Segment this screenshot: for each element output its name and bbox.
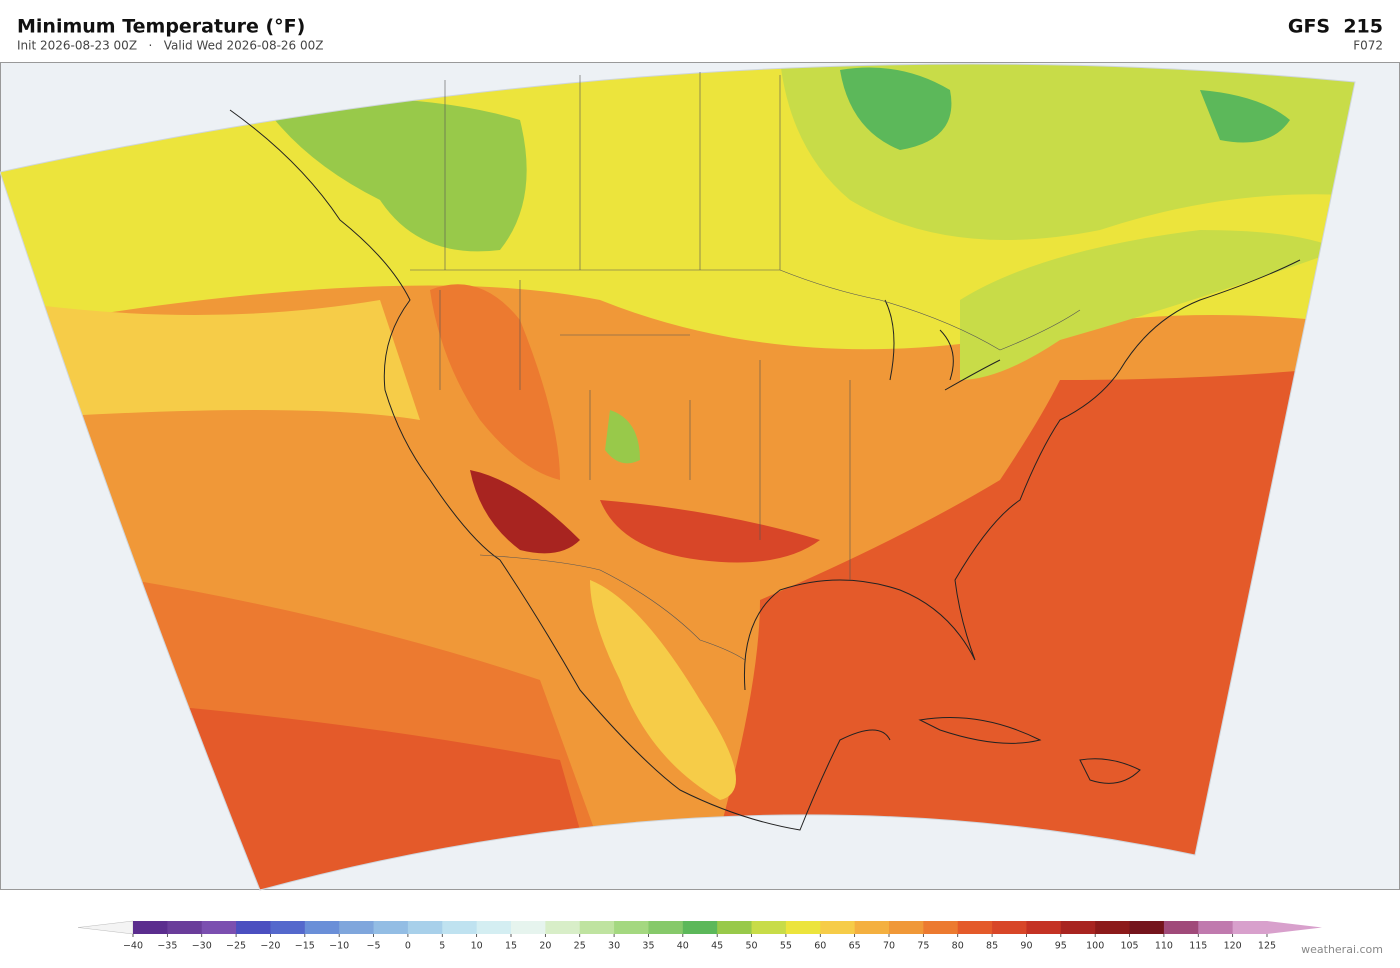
colorbar-bin	[304, 921, 340, 934]
colorbar-tick-label: 0	[405, 941, 411, 952]
colorbar-over	[1267, 921, 1322, 934]
colorbar-tick-label: 105	[1120, 941, 1138, 952]
colorbar-tick-label: 75	[917, 941, 929, 952]
colorbar-tick-label: 100	[1086, 941, 1104, 952]
colorbar-under	[77, 920, 134, 935]
colorbar-bin	[1163, 921, 1199, 934]
colorbar-tick-label: −40	[123, 941, 143, 952]
map-title: Minimum Temperature (°F)	[17, 16, 305, 38]
colorbar-bin	[1095, 921, 1131, 934]
colorbar-bin	[579, 921, 615, 934]
colorbar-tick-label: −30	[192, 941, 212, 952]
colorbar-tick-label: 90	[1020, 941, 1032, 952]
colorbar-bin	[201, 921, 237, 934]
colorbar-bin	[923, 921, 959, 934]
colorbar-tick-label: 65	[849, 941, 861, 952]
colorbar-tick-label: 85	[986, 941, 998, 952]
colorbar-tick-label: 50	[745, 941, 757, 952]
colorbar-tick-label: 110	[1155, 941, 1173, 952]
colorbar-bin	[1026, 921, 1062, 934]
map-subtitle: Init 2026-08-23 00Z · Valid Wed 2026-08-…	[17, 39, 324, 53]
forecast-hour: F072	[1353, 39, 1383, 53]
colorbar-tick-label: 25	[574, 941, 586, 952]
colorbar-tick-label: 35	[642, 941, 654, 952]
colorbar-bin	[407, 921, 443, 934]
colorbar-tick-label: 10	[471, 941, 483, 952]
colorbar-tick-label: 55	[780, 941, 792, 952]
colorbar-bin	[992, 921, 1027, 934]
coastlines	[229, 109, 1301, 831]
colorbar-bin	[957, 921, 993, 934]
colorbar-tick-label: 80	[952, 941, 964, 952]
credit: weatherai.com	[1301, 943, 1383, 956]
colorbar-tick-label: −25	[226, 941, 246, 952]
colorbar-tick-label: −10	[329, 941, 349, 952]
colorbar-tick-label: 60	[814, 941, 826, 952]
colorbar-tick-label: −5	[367, 941, 381, 952]
colorbar-bin	[1129, 921, 1165, 934]
colorbar-tick-label: 115	[1189, 941, 1207, 952]
colorbar-bin	[339, 921, 375, 934]
colorbar-tick-label: 20	[539, 941, 551, 952]
colorbar-bin	[476, 921, 512, 934]
colorbar-tick-label: 45	[711, 941, 723, 952]
colorbar-bin	[442, 921, 478, 934]
colorbar-bin	[1060, 921, 1096, 934]
colorbar-tick-label: 95	[1055, 941, 1067, 952]
colorbar-tick-label: 120	[1224, 941, 1242, 952]
colorbar-tick-label: 30	[608, 941, 620, 952]
colorbar-bin	[511, 921, 546, 934]
colorbar-bin	[545, 921, 581, 934]
colorbar-bin	[889, 921, 924, 934]
colorbar-bin	[236, 921, 271, 934]
colorbar-tick-label: 125	[1258, 941, 1276, 952]
colorbar-tick-label: −35	[157, 941, 177, 952]
borders	[410, 72, 1081, 661]
colorbar-bin	[614, 921, 649, 934]
colorbar-bin	[373, 921, 409, 934]
colorbar-bin	[270, 921, 306, 934]
colorbar-bin	[717, 921, 753, 934]
colorbar-tick-label: 5	[439, 941, 445, 952]
colorbar-bin	[133, 921, 168, 934]
colorbar-tick-label: −20	[260, 941, 280, 952]
colorbar-tick-label: 70	[883, 941, 895, 952]
colorbar-bin	[682, 921, 718, 934]
colorbar-bin	[167, 921, 203, 934]
colorbar-tick-label: 40	[677, 941, 689, 952]
domain-outline	[0, 63, 1356, 891]
colorbar: −40 −35 −30 −25 −20 −15 −10 −5 0 5 10 15 20 25 30 35 40 4…	[77, 920, 1322, 952]
colorbar-bin	[1198, 921, 1234, 934]
colorbar-bin	[785, 921, 821, 934]
colorbar-bin	[854, 921, 890, 934]
colorbar-bin	[648, 921, 684, 934]
colorbar-bin	[1232, 921, 1268, 934]
colorbar-tick-label: −15	[295, 941, 315, 952]
colorbar-bin	[751, 921, 787, 934]
colorbar-tick-label: 15	[505, 941, 517, 952]
model-label: GFS 215	[1288, 16, 1383, 38]
colorbar-bin	[820, 921, 856, 934]
